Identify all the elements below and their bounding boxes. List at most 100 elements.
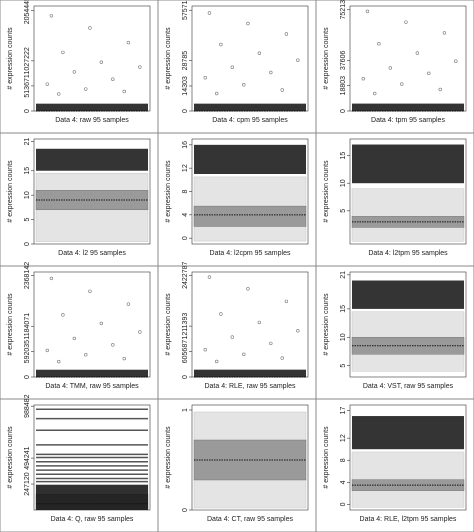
- outlier: [230, 65, 235, 69]
- outlier: [207, 11, 212, 15]
- outlier: [138, 330, 142, 334]
- outlier: [361, 76, 365, 81]
- outlier: [269, 341, 273, 346]
- outlier: [296, 58, 300, 62]
- outlier: [454, 59, 458, 63]
- dense-outliers: [36, 369, 148, 377]
- outlier: [45, 348, 49, 353]
- outlier: [219, 312, 223, 316]
- outlier: [280, 356, 284, 360]
- y-tick-label: 12: [182, 164, 189, 172]
- outlier: [242, 352, 246, 357]
- y-tick-label: 10: [340, 333, 347, 341]
- y-tick-label: 2368142: [24, 262, 31, 289]
- y-tick-label: 5: [340, 209, 347, 213]
- dense-outliers: [352, 144, 464, 184]
- panel: 0 18803 37606 75213 # expression counts Data …: [323, 0, 467, 124]
- y-axis-label: # expression counts: [165, 426, 172, 489]
- outlier: [438, 87, 442, 92]
- y-tick-label: 8: [182, 189, 189, 193]
- y-tick-label: 247120: [24, 472, 31, 495]
- outlier: [88, 289, 92, 293]
- outlier: [284, 32, 289, 36]
- x-axis-label: Data 4: CT, raw 95 samples: [207, 516, 293, 523]
- y-tick-label: 15: [340, 305, 347, 313]
- y-tick-label: 28785: [182, 51, 189, 71]
- panel: 0 14303 28785 57571 # expression counts Data …: [165, 0, 309, 124]
- y-tick-label: 592035: [24, 340, 31, 363]
- outlier: [246, 287, 250, 291]
- outlier: [442, 31, 447, 35]
- outlier: [373, 91, 377, 96]
- outlier: [280, 88, 284, 92]
- outlier: [400, 82, 404, 86]
- outlier: [88, 26, 92, 30]
- outlier: [269, 70, 273, 75]
- outlier: [45, 82, 49, 86]
- y-tick-label: 16: [182, 141, 189, 149]
- panel: 5 10 15 # expression counts Data 4: l2tpm 95…: [323, 138, 467, 257]
- y-axis-label: # expression counts: [7, 426, 14, 489]
- plot-frame: [33, 5, 151, 112]
- y-tick-label: 0: [182, 508, 189, 512]
- y-tick-label: 988482: [24, 394, 31, 417]
- y-axis-label: # expression counts: [165, 293, 172, 356]
- y-tick-label: 4: [340, 480, 347, 484]
- panel: 5 10 15 21 # expression counts Data 4: VST, r…: [323, 271, 467, 390]
- outlier: [219, 42, 223, 47]
- x-axis-label: Data 4: VST, raw 95 samples: [363, 383, 454, 390]
- y-tick-label: 0: [182, 375, 189, 379]
- outlier: [49, 14, 54, 18]
- outlier: [84, 87, 88, 91]
- y-axis-label: # expression counts: [165, 27, 172, 90]
- y-tick-label: 4: [182, 213, 189, 217]
- dense-outliers: [36, 148, 148, 171]
- y-axis-label: # expression counts: [323, 27, 330, 90]
- outlier: [84, 353, 88, 357]
- outlier: [377, 41, 381, 46]
- dense-outliers: [36, 103, 148, 111]
- outlier: [215, 91, 219, 96]
- y-tick-label: 5: [340, 364, 347, 368]
- y-axis-label: # expression counts: [165, 160, 172, 223]
- plot-frame: [191, 271, 309, 378]
- x-axis-label: Data 4: TMM, raw 95 samples: [45, 383, 139, 390]
- panel: 0 1 # expression counts Data 4: CT, raw 95 …: [165, 404, 309, 523]
- y-tick-label: 605687: [182, 340, 189, 363]
- outlier: [246, 21, 250, 26]
- outlier: [111, 343, 115, 347]
- y-tick-label: 0: [340, 109, 347, 113]
- outlier: [111, 77, 115, 81]
- outlier: [215, 359, 219, 364]
- y-tick-label: 2054445: [24, 0, 31, 24]
- y-tick-label: 57571: [182, 0, 189, 20]
- outlier: [138, 65, 142, 69]
- outlier: [99, 321, 104, 326]
- x-axis-label: Data 4: tpm 95 samples: [371, 117, 445, 124]
- outlier: [57, 92, 61, 96]
- y-tick-label: 1: [182, 408, 189, 412]
- y-tick-label: 0: [24, 109, 31, 113]
- outlier: [427, 71, 431, 76]
- plot-frame: [191, 5, 309, 112]
- outlier: [284, 299, 289, 304]
- y-tick-label: 75213: [340, 0, 347, 19]
- dense-outliers: [194, 103, 306, 111]
- panel: 247120 494241 988482 # expression counts Dat…: [7, 394, 151, 523]
- outlier: [72, 336, 77, 341]
- outlier: [257, 51, 262, 55]
- outlier: [207, 275, 212, 279]
- dense-outliers: [194, 369, 306, 377]
- y-axis-label: # expression counts: [323, 426, 330, 489]
- dense-outliers: [194, 144, 306, 174]
- outlier: [49, 276, 54, 281]
- plot-frame: [349, 5, 467, 112]
- y-tick-label: 0: [182, 236, 189, 240]
- y-tick-label: 0: [24, 375, 31, 379]
- y-tick-label: 21: [24, 137, 31, 145]
- y-tick-label: 0: [340, 502, 347, 506]
- y-tick-label: 15: [340, 152, 347, 160]
- x-axis-label: Data 4: l2 95 samples: [58, 250, 126, 257]
